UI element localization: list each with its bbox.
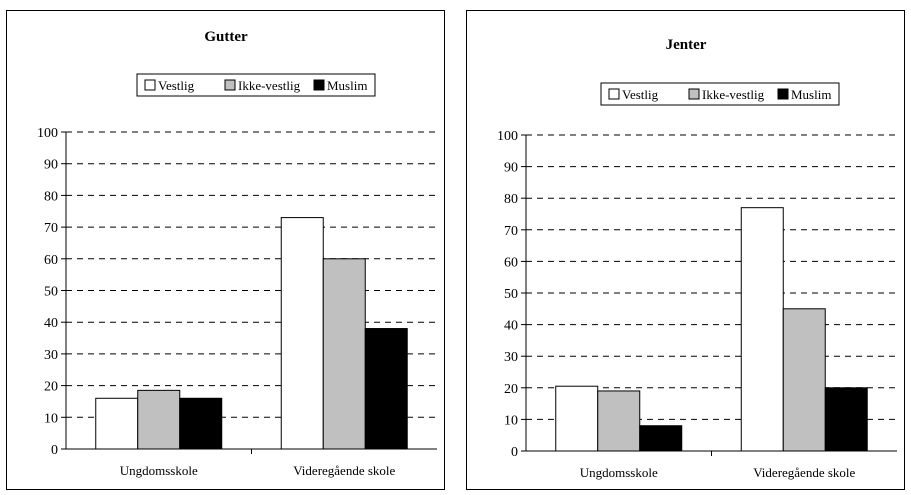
- bar-chart-jenter: Jenter Vestlig Ikke-vestlig Muslim 0 10 20 30 4…: [497, 37, 897, 480]
- y-tick-label: 40: [504, 319, 518, 334]
- bar-chart-gutter: Gutter Vestlig Ikke-vestlig Muslim 0 10 20 30 4…: [37, 29, 437, 478]
- legend-swatch: [224, 79, 236, 91]
- chart-title: Gutter: [204, 29, 248, 45]
- bar: [597, 390, 641, 452]
- y-tick-label: 10: [504, 413, 518, 428]
- legend-swatch: [608, 88, 620, 100]
- y-tick-label: 20: [504, 382, 518, 397]
- legend-label: Muslim: [791, 87, 831, 102]
- bar: [639, 425, 683, 452]
- y-tick-label: 60: [44, 253, 58, 268]
- y-tick-label: 0: [511, 445, 518, 460]
- legend-label: Vestlig: [158, 78, 195, 93]
- y-tick-label: 50: [44, 285, 58, 300]
- y-tick-label: 40: [44, 316, 58, 331]
- x-tick-label: Videregående skole: [753, 465, 855, 480]
- y-tick-label: 0: [51, 443, 58, 458]
- bar: [364, 328, 408, 450]
- legend-swatch: [688, 88, 700, 100]
- x-tick-label: Videregående skole: [293, 463, 395, 478]
- y-tick-label: 100: [497, 129, 518, 144]
- chart-panel-jenter: Jenter Vestlig Ikke-vestlig Muslim 0 10 20 30 4…: [466, 10, 905, 490]
- y-tick-label: 60: [504, 255, 518, 270]
- y-tick-label: 70: [504, 224, 518, 239]
- y-tick-label: 20: [44, 380, 58, 395]
- y-tick-label: 80: [504, 192, 518, 207]
- y-tick-label: 10: [44, 411, 58, 426]
- legend: Vestlig Ikke-vestlig Muslim: [136, 73, 376, 97]
- y-tick-label: 100: [37, 126, 58, 141]
- x-tick-label: Ungdomsskole: [120, 463, 198, 478]
- y-tick-label: 80: [44, 189, 58, 204]
- y-tick-label: 30: [504, 350, 518, 365]
- y-tick-label: 90: [44, 158, 58, 173]
- x-tick-label: Ungdomsskole: [580, 465, 658, 480]
- y-tick-label: 70: [44, 221, 58, 236]
- legend-swatch: [144, 79, 156, 91]
- legend-label: Ikke-vestlig: [238, 78, 301, 93]
- bar: [95, 397, 139, 450]
- legend-label: Ikke-vestlig: [702, 87, 765, 102]
- bar: [740, 207, 784, 452]
- y-tick-label: 90: [504, 161, 518, 176]
- bar: [137, 389, 181, 450]
- y-tick-label: 50: [504, 287, 518, 302]
- bar: [555, 385, 599, 452]
- bar: [322, 258, 366, 450]
- y-tick-label: 30: [44, 348, 58, 363]
- legend-label: Muslim: [327, 78, 367, 93]
- legend: Vestlig Ikke-vestlig Muslim: [600, 82, 840, 106]
- chart-title: Jenter: [666, 37, 707, 53]
- bar: [824, 387, 868, 452]
- bar: [280, 217, 324, 450]
- legend-swatch: [313, 79, 325, 91]
- chart-panel-gutter: Gutter Vestlig Ikke-vestlig Muslim 0 10 20 30 4…: [6, 10, 445, 490]
- legend-swatch: [777, 88, 789, 100]
- bar: [782, 308, 826, 452]
- bar: [179, 397, 223, 450]
- legend-label: Vestlig: [622, 87, 659, 102]
